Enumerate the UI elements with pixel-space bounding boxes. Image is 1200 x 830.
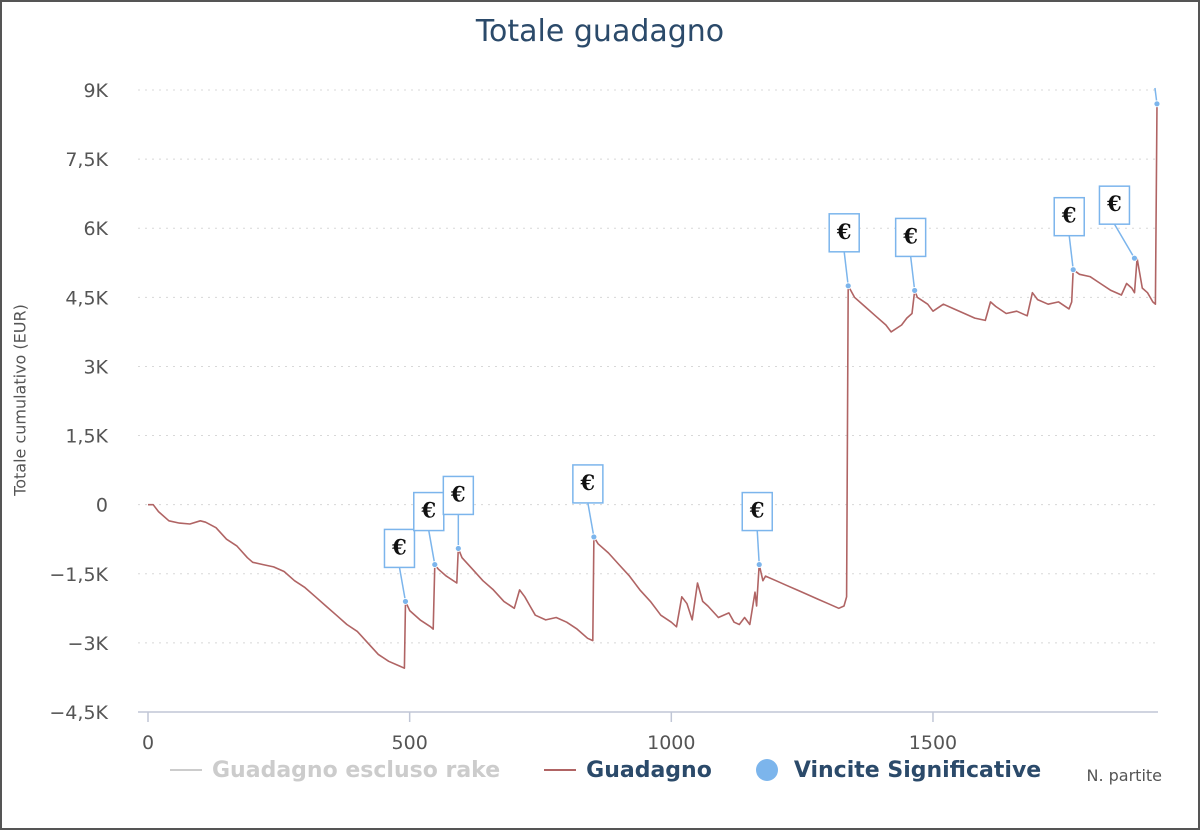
win-flag-label: € <box>1106 191 1122 216</box>
win-flag-label: € <box>836 219 852 244</box>
x-tick-label: 1500 <box>909 732 957 754</box>
y-tick-label: −3K <box>68 633 109 655</box>
x-tick-label: 1000 <box>647 732 695 754</box>
win-flag-label: € <box>420 498 436 523</box>
y-tick-label: 7,5K <box>65 149 108 171</box>
legend-label: Guadagno escluso rake <box>212 757 501 783</box>
win-connector <box>428 530 436 565</box>
win-flag-label: € <box>450 481 466 506</box>
legend-dot-icon <box>755 759 778 781</box>
win-connector <box>1068 235 1074 270</box>
win-connector <box>398 567 407 602</box>
win-connector <box>587 502 595 538</box>
win-flag-box <box>828 213 860 253</box>
legend-label: Vincite Significative <box>793 757 1042 783</box>
win-marker <box>844 282 852 290</box>
win-marker <box>1153 100 1161 108</box>
y-tick-label: 4,5K <box>65 287 108 309</box>
win-flag-box <box>894 217 927 258</box>
legend: Guadagno escluso rake Guadagno Vincite S… <box>170 755 1085 785</box>
win-connector <box>843 251 849 286</box>
win-flag-box <box>1053 196 1085 237</box>
y-tick-label: 9K <box>83 80 108 102</box>
win-marker <box>590 533 598 541</box>
legend-item-vincite-significative[interactable]: Vincite Significative <box>755 757 1042 783</box>
win-connector <box>909 256 916 291</box>
win-marker <box>1069 266 1077 274</box>
legend-line-icon <box>544 769 577 771</box>
win-flag-box <box>572 464 604 504</box>
y-tick-label: 1,5K <box>65 426 108 448</box>
x-tick-label: 500 <box>392 732 428 754</box>
legend-line-icon <box>170 769 202 771</box>
win-marker <box>454 545 462 552</box>
win-flag-label: € <box>580 470 596 495</box>
y-tick-label: 6K <box>83 218 108 240</box>
legend-item-guadagno-escluso-rake[interactable]: Guadagno escluso rake <box>170 758 500 783</box>
chart-title: Totale guadagno <box>475 14 725 49</box>
legend-label: Guadagno <box>586 757 712 783</box>
win-connector <box>756 530 760 565</box>
y-tick-label: −4,5K <box>49 702 108 724</box>
win-marker <box>431 561 439 568</box>
win-flag-box <box>383 528 416 569</box>
win-flag-label: € <box>749 498 765 523</box>
win-flag-box <box>741 491 773 532</box>
win-flag-box <box>442 475 475 516</box>
win-connector <box>1113 223 1136 259</box>
y-tick-label: −1,5K <box>49 564 108 586</box>
win-flag-label: € <box>1061 203 1077 228</box>
y-tick-label: 3K <box>83 356 108 378</box>
win-marker <box>1131 254 1138 262</box>
y-tick-label: 0 <box>96 495 108 517</box>
x-axis-title: N. partite <box>1086 766 1162 785</box>
win-marker <box>402 598 409 605</box>
win-marker <box>911 287 919 294</box>
series-line-guadagno <box>148 103 1158 669</box>
win-flag-label: € <box>902 223 918 248</box>
win-flag-label: € <box>391 534 407 559</box>
win-flag-box <box>1098 185 1131 225</box>
win-marker <box>755 561 763 568</box>
x-tick-label: 0 <box>142 732 154 754</box>
legend-item-guadagno[interactable]: Guadagno <box>544 758 712 783</box>
